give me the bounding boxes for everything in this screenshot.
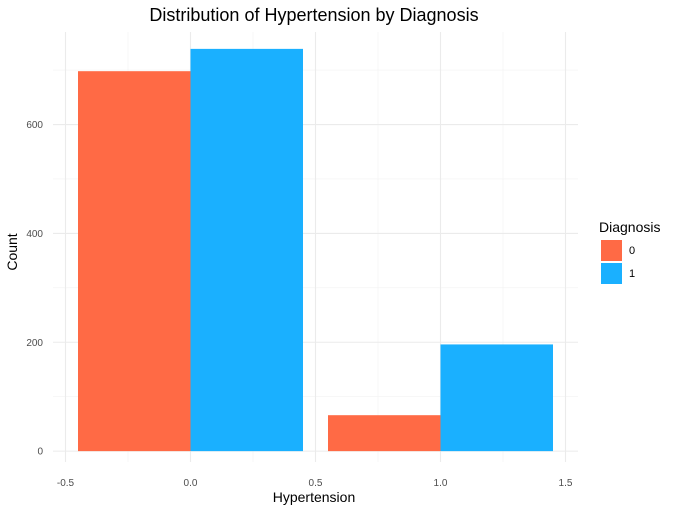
bar-hypertension-1-diagnosis-0 [328,415,441,452]
x-tick-label: 0.0 [184,478,198,489]
bar-hypertension-0-diagnosis-1 [190,48,303,452]
x-tick-label: 1.5 [559,478,573,489]
chart-title: Distribution of Hypertension by Diagnosi… [149,5,478,25]
y-tick-label: 600 [26,120,43,131]
x-tick-label: -0.5 [57,478,75,489]
y-tick-label: 400 [26,229,43,240]
legend-title: Diagnosis [599,219,660,235]
x-tick-labels: -0.5 0.0 0.5 1.0 1.5 [57,478,573,489]
legend-key-1 [601,263,622,284]
y-tick-label: 0 [37,447,43,458]
y-tick-labels: 0 200 400 600 [26,120,43,458]
x-axis-title: Hypertension [273,489,356,505]
y-tick-label: 200 [26,338,43,349]
legend: Diagnosis 0 1 [599,219,660,284]
bar-hypertension-0-diagnosis-0 [78,71,191,452]
legend-label-1: 1 [629,268,635,280]
bars [78,48,553,452]
x-tick-label: 1.0 [434,478,448,489]
x-tick-label: 0.5 [309,478,323,489]
legend-key-0 [601,240,622,261]
legend-label-0: 0 [629,245,635,257]
y-axis-title: Count [4,233,20,270]
bar-hypertension-1-diagnosis-1 [440,344,553,452]
